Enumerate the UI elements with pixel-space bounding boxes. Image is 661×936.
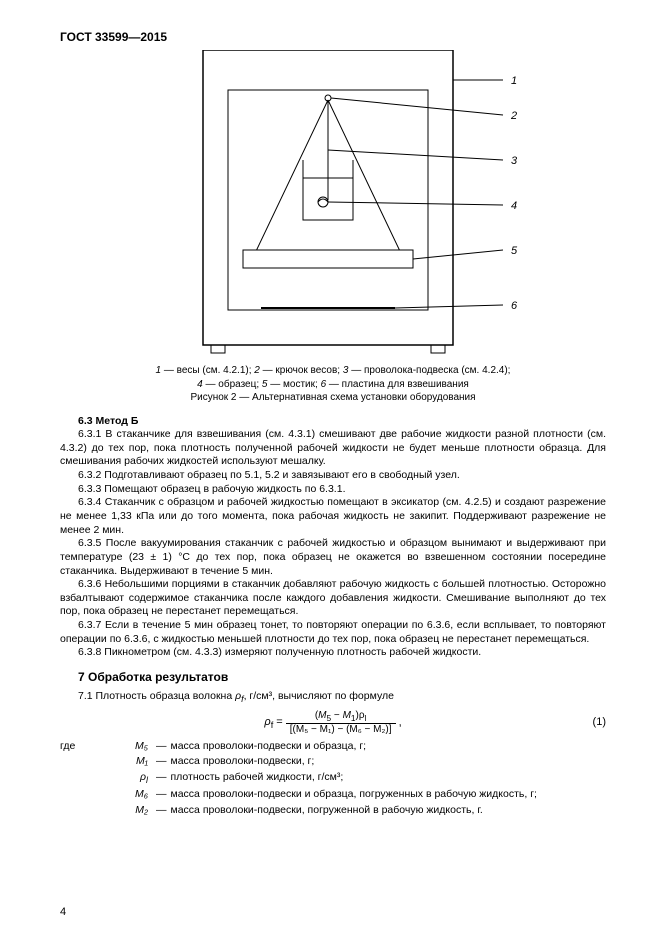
fig-label-1: 1: [511, 75, 517, 87]
p-6-3-6: 6.3.6 Небольшими порциями в стаканчик до…: [60, 578, 606, 619]
standard-header: ГОСТ 33599—2015: [60, 30, 606, 44]
section-7-heading: 7 Обработка результатов: [60, 670, 606, 684]
p-6-3-7: 6.3.7 Если в течение 5 мин образец тонет…: [60, 619, 606, 646]
fig-label-4: 4: [511, 200, 517, 212]
fig-label-3: 3: [511, 155, 518, 167]
p-6-3-4: 6.3.4 Стаканчик с образцом и рабочей жид…: [60, 496, 606, 537]
p-6-3-1: 6.3.1 В стаканчике для взвешивания (см. …: [60, 428, 606, 469]
figure-caption-title: Рисунок 2 — Альтернативная схема установ…: [190, 392, 475, 403]
p-6-3-3: 6.3.3 Помещают образец в рабочую жидкост…: [60, 483, 606, 497]
section-7-body: 7.1 Плотность образца волокна ρf, г/см³,…: [60, 690, 606, 705]
section-6-3: 6.3 Метод Б 6.3.1 В стаканчике для взвеш…: [60, 415, 606, 661]
section-6-3-title: 6.3 Метод Б: [78, 415, 138, 427]
equation-1: ρf = (M5 − M1)ρl [(M₅ − M₁) − (M₆ − M₂)]…: [60, 710, 606, 735]
p-6-3-2: 6.3.2 Подготавливают образец по 5.1, 5.2…: [60, 469, 606, 483]
where-block: гдеM₅—масса проволоки-подвески и образца…: [60, 739, 606, 819]
page-number: 4: [60, 906, 66, 918]
p-6-3-8: 6.3.8 Пикнометром (см. 4.3.3) измеряют п…: [60, 646, 606, 660]
p-7-1: 7.1 Плотность образца волокна ρf, г/см³,…: [60, 690, 606, 705]
fig-label-5: 5: [511, 245, 518, 257]
fig-label-6: 6: [511, 300, 518, 312]
equation-number: (1): [593, 716, 606, 728]
figure-legend: 1 — весы (см. 4.2.1); 2 — крючок весов; …: [60, 364, 606, 405]
figure-2: 1 2 3 4 5 6: [60, 50, 606, 360]
p-6-3-5: 6.3.5 После вакуумирования стаканчик с р…: [60, 537, 606, 578]
fig-label-2: 2: [510, 110, 517, 122]
